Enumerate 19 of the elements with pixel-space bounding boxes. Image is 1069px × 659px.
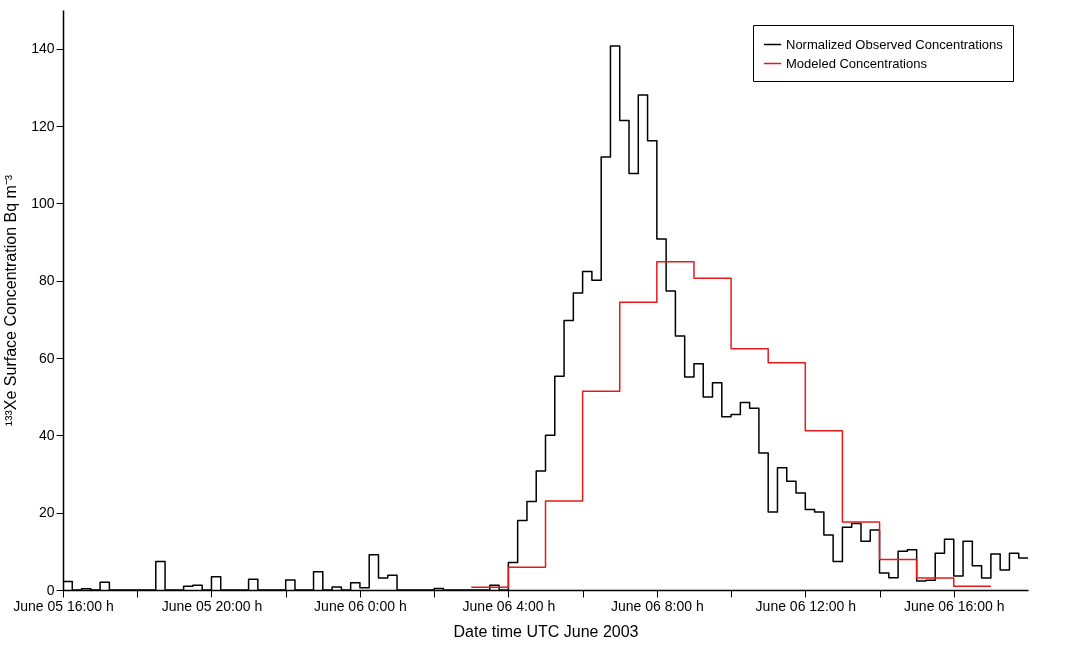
y-tick-label: 40	[38, 426, 55, 443]
x-axis-title: Date time UTC June 2003	[453, 622, 639, 640]
x-tick-label: June 06 8:00 h	[611, 597, 704, 614]
y-tick-label: 100	[31, 194, 55, 211]
y-tick-label: 140	[31, 40, 55, 57]
x-tick-label: June 06 0:00 h	[314, 597, 407, 614]
x-tick-label: June 06 16:00 h	[904, 597, 1005, 614]
y-tick-label: 80	[38, 272, 55, 289]
y-tick-label: 20	[38, 504, 55, 521]
x-tick-label: June 05 16:00 h	[13, 597, 114, 614]
legend-label: Modeled Concentrations	[786, 55, 928, 71]
x-tick-label: June 05 20:00 h	[161, 597, 263, 614]
x-tick-label: June 06 4:00 h	[462, 597, 556, 614]
legend-label: Normalized Observed Concentrations	[786, 36, 1004, 52]
y-tick-label: 60	[38, 349, 55, 366]
y-tick-label: 0	[46, 581, 55, 598]
y-axis-title: ¹³³Xe Surface Concentration Bq m⁻³	[2, 174, 20, 427]
y-tick-label: 120	[31, 117, 55, 134]
x-tick-label: June 06 12:00 h	[755, 597, 857, 614]
